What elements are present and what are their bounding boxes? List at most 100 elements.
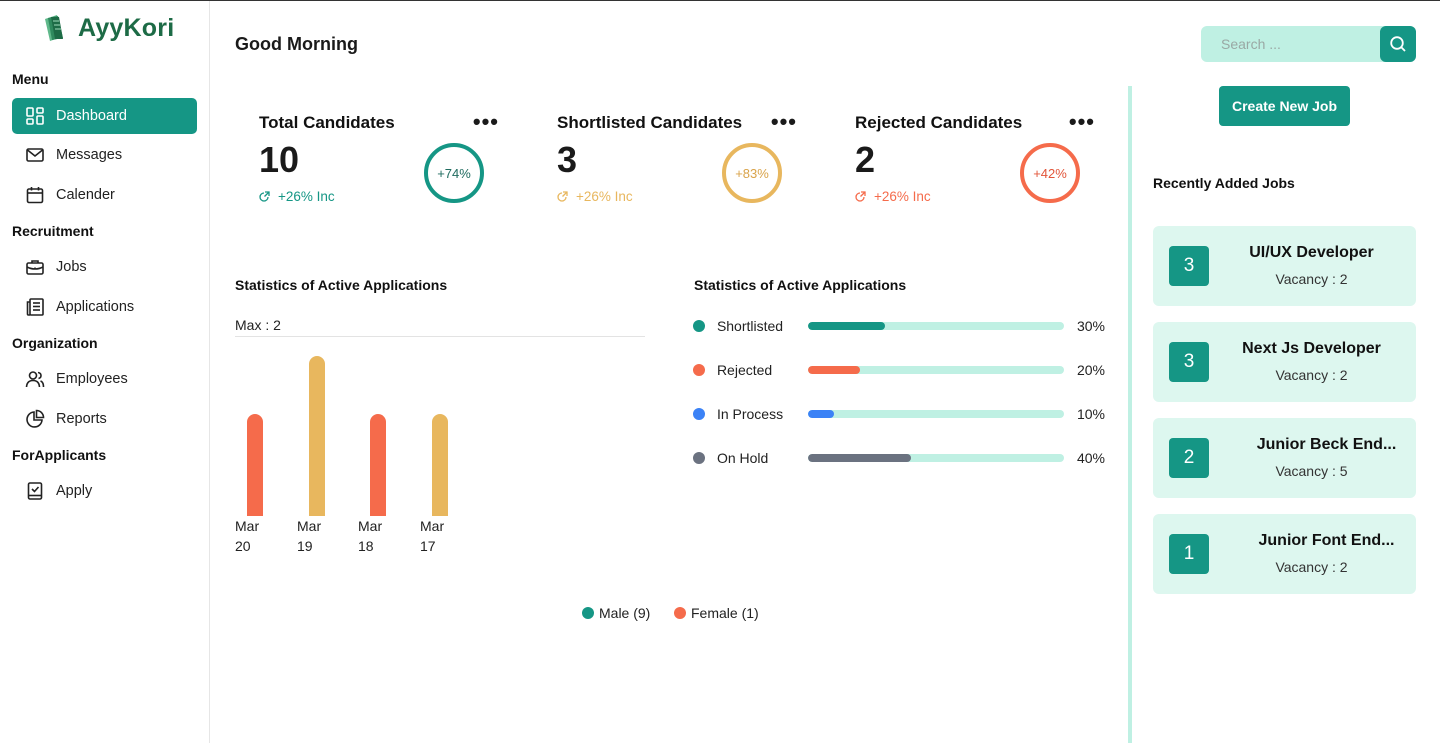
document-icon <box>24 296 46 318</box>
job-vacancy: Vacancy : 2 <box>1275 271 1348 287</box>
users-icon <box>24 368 46 390</box>
sidebar-item-label: Employees <box>56 371 128 387</box>
more-options-icon[interactable]: ••• <box>472 109 499 134</box>
gender-chart-title: Statistics of Active Applications <box>235 277 448 293</box>
stat-increase-label: +26% Inc <box>874 189 931 204</box>
sidebar-item-label: Messages <box>56 147 123 163</box>
percent-ring: +74% <box>424 143 484 203</box>
progress-percent: 20% <box>1076 362 1105 378</box>
progress-track <box>808 322 1064 330</box>
stat-value: 2 <box>855 139 876 180</box>
sidebar-item-jobs[interactable]: Jobs <box>12 249 197 285</box>
calendar-icon <box>24 184 46 206</box>
legend-female: Female (1) <box>674 605 759 621</box>
stat-increase-label: +26% Inc <box>576 189 633 204</box>
search-input[interactable] <box>1201 26 1380 62</box>
sidebar-item-calender[interactable]: Calender <box>12 177 197 213</box>
percent-ring: +83% <box>722 143 782 203</box>
sidebar-item-messages[interactable]: Messages <box>12 137 197 173</box>
trend-up-icon <box>259 191 270 202</box>
create-new-job-button[interactable]: Create New Job <box>1219 86 1350 126</box>
job-count-badge: 3 <box>1169 342 1209 382</box>
progress-track <box>808 454 1064 462</box>
job-card[interactable]: 2 Junior Beck End... Vacancy : 5 <box>1153 418 1416 498</box>
progress-row: On Hold 40% <box>693 448 1105 468</box>
max-label: Max : 2 <box>235 317 281 333</box>
max-line <box>235 336 645 337</box>
more-options-icon[interactable]: ••• <box>770 109 797 134</box>
job-card[interactable]: 1 Junior Font End... Vacancy : 2 <box>1153 514 1416 594</box>
job-card[interactable]: 3 UI/UX Developer Vacancy : 2 <box>1153 226 1416 306</box>
legend-label: Male (9) <box>599 605 651 621</box>
stat-card-shortlisted: Shortlisted Candidates 3 +26% Inc ••• <box>557 109 797 213</box>
chart-bar <box>370 414 386 516</box>
trend-up-icon <box>855 191 866 202</box>
stat-value: 10 <box>259 139 300 180</box>
chart-bar <box>432 414 448 516</box>
chart-tick-label: Mar 18 <box>358 518 383 554</box>
sidebar-item-applications[interactable]: Applications <box>12 289 197 325</box>
sidebar-item-label: Reports <box>56 411 107 427</box>
brand[interactable]: AyyKori <box>42 13 174 43</box>
recent-jobs-title: Recently Added Jobs <box>1153 175 1295 191</box>
sidebar-item-label: Applications <box>56 299 135 315</box>
progress-percent: 40% <box>1076 450 1105 466</box>
stat-increase: +26% Inc <box>259 189 499 204</box>
chart-tick-label: Mar 17 <box>420 518 445 554</box>
stat-card-rejected: Rejected Candidates 2 +26% Inc ••• <box>855 109 1095 213</box>
status-chart-title: Statistics of Active Applications <box>694 277 907 293</box>
progress-track <box>808 410 1064 418</box>
pie-chart-icon <box>24 408 46 430</box>
progress-fill <box>808 366 860 374</box>
progress-row: In Process 10% <box>693 404 1105 424</box>
search-icon <box>1390 36 1406 52</box>
percent-ring: +42% <box>1020 143 1080 203</box>
job-title: Next Js Developer <box>1242 340 1381 357</box>
progress-label: On Hold <box>716 450 769 466</box>
status-dot <box>693 364 705 376</box>
sidebar-item-employees[interactable]: Employees <box>12 361 197 397</box>
progress-fill <box>808 322 886 330</box>
dashboard-icon <box>24 105 46 127</box>
progress-track <box>808 366 1064 374</box>
job-title: Junior Beck End... <box>1256 436 1397 453</box>
sidebar-item-dashboard[interactable]: Dashboard <box>12 98 197 134</box>
stat-increase: +26% Inc <box>855 189 1095 204</box>
checkbook-icon <box>24 480 46 502</box>
job-title: Junior Font End... <box>1258 532 1395 549</box>
status-dot <box>693 408 705 420</box>
progress-fill <box>808 454 911 462</box>
search-bar <box>1201 26 1416 62</box>
search-button[interactable] <box>1380 26 1416 62</box>
progress-label: Rejected <box>716 362 773 378</box>
briefcase-icon <box>24 256 46 278</box>
sidebar-item-apply[interactable]: Apply <box>12 473 197 509</box>
stat-value: 3 <box>557 139 578 180</box>
chart-bar <box>247 414 263 516</box>
more-options-icon[interactable]: ••• <box>1068 109 1095 134</box>
job-count-badge: 1 <box>1169 534 1209 574</box>
legend-dot <box>582 607 594 619</box>
panel-divider <box>1128 86 1132 743</box>
stat-increase-label: +26% Inc <box>278 189 335 204</box>
section-title-menu: Menu <box>12 71 49 87</box>
status-dot <box>693 452 705 464</box>
sidebar-item-reports[interactable]: Reports <box>12 401 197 437</box>
stat-title: Shortlisted Candidates <box>557 113 743 132</box>
sidebar-item-label: Dashboard <box>56 108 127 124</box>
progress-percent: 30% <box>1076 318 1105 334</box>
section-title-organization: Organization <box>12 335 98 351</box>
sidebar-item-label: Apply <box>56 483 93 499</box>
page-title: Good Morning <box>235 34 358 54</box>
job-vacancy: Vacancy : 2 <box>1275 367 1348 383</box>
sidebar-item-label: Calender <box>56 187 115 203</box>
section-title-recruitment: Recruitment <box>12 223 94 239</box>
job-card[interactable]: 3 Next Js Developer Vacancy : 2 <box>1153 322 1416 402</box>
legend-label: Female (1) <box>691 605 759 621</box>
chart-bar <box>309 356 325 516</box>
stat-title: Total Candidates <box>259 113 395 132</box>
job-vacancy: Vacancy : 2 <box>1275 559 1348 575</box>
job-title: UI/UX Developer <box>1249 244 1374 261</box>
legend-male: Male (9) <box>582 605 650 621</box>
stat-title: Rejected Candidates <box>855 113 1023 132</box>
